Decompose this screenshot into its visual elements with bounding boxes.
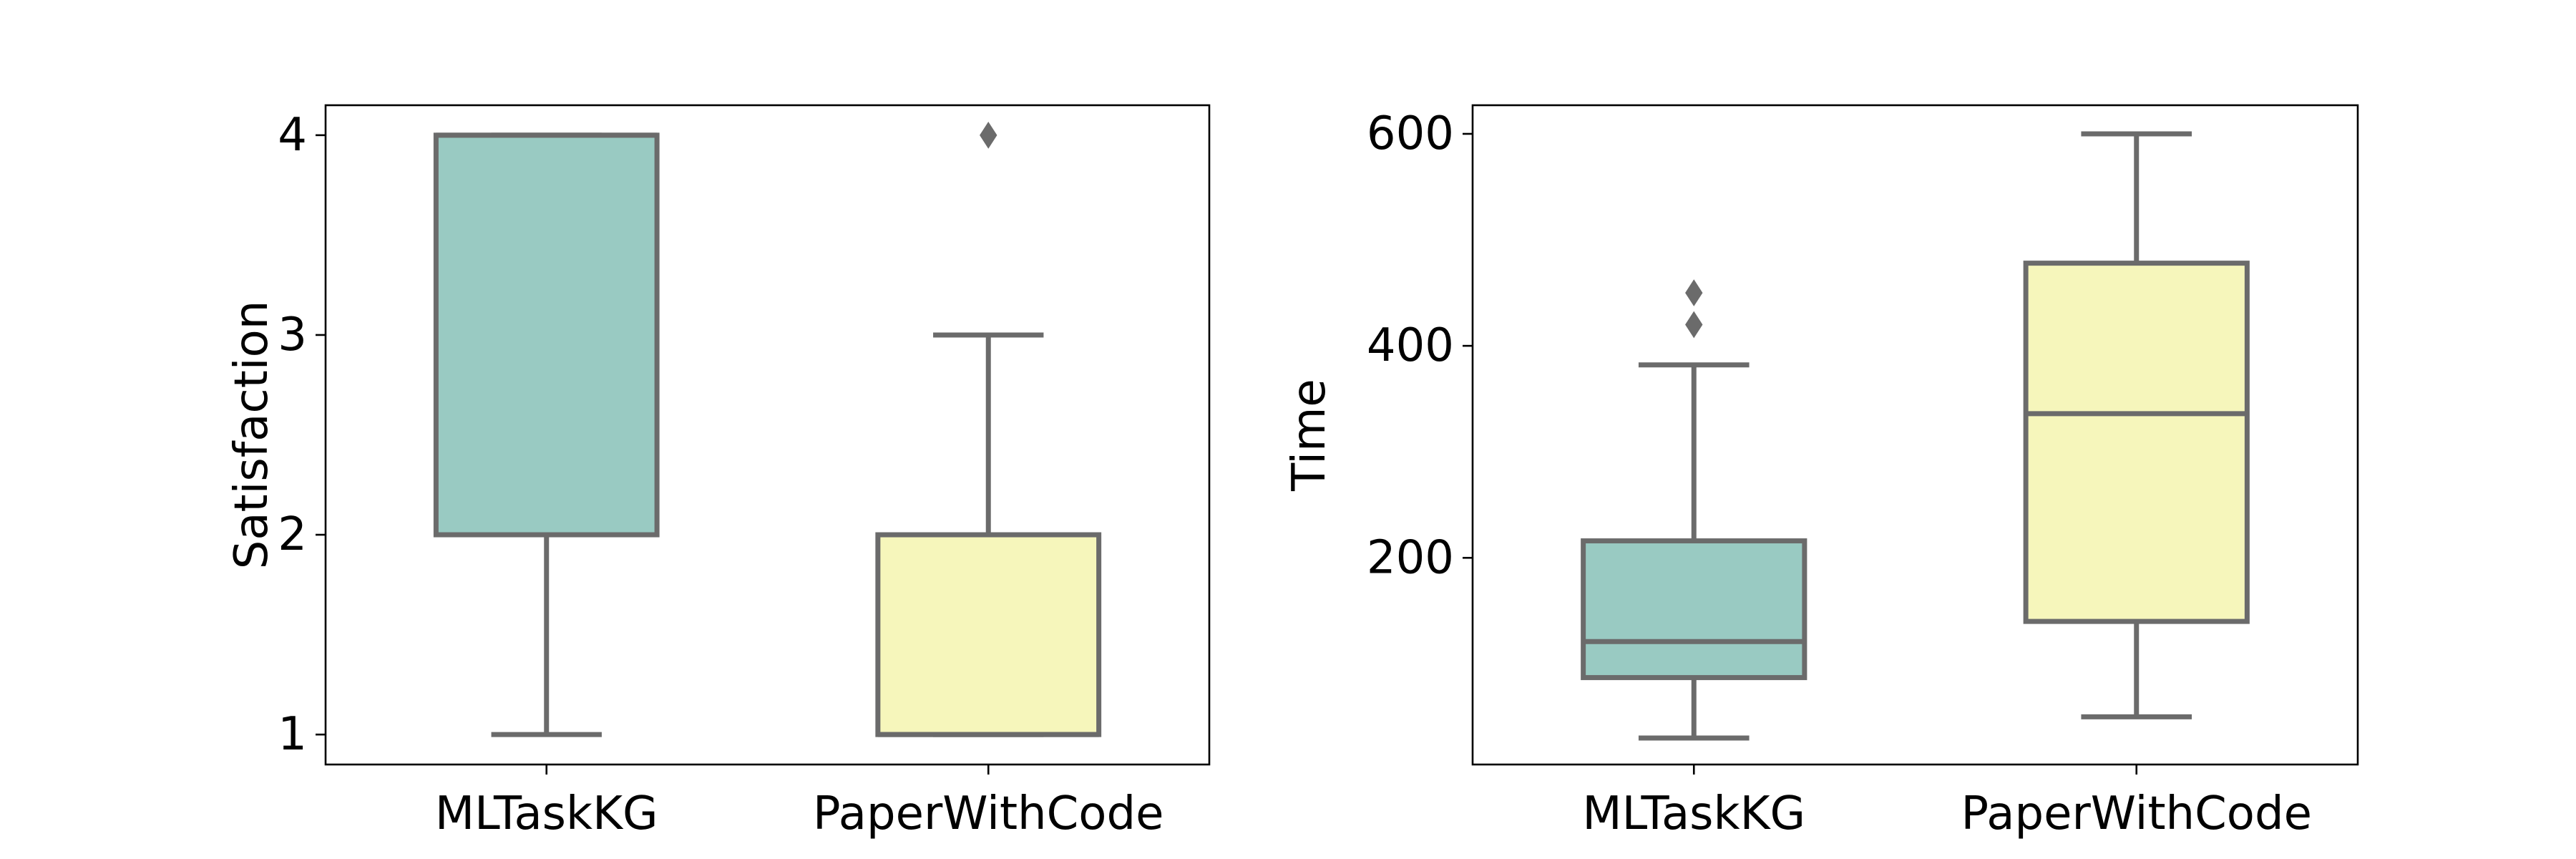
- y-axis-label: Satisfaction: [225, 301, 278, 570]
- axes-frame: [324, 104, 1211, 766]
- box-iqr: [433, 132, 660, 538]
- box-paperwithcode: [2023, 131, 2250, 719]
- outlier-point: [1685, 311, 1703, 339]
- box-iqr: [1581, 538, 1807, 681]
- box-mltaskkg: [433, 132, 660, 737]
- box-iqr: [875, 532, 1102, 737]
- y-tick-label: 600: [1367, 107, 1454, 160]
- y-tick-label: 3: [278, 309, 307, 361]
- box-paperwithcode: [875, 122, 1102, 737]
- x-tick-label: PaperWithCode: [1961, 787, 2312, 840]
- satisfaction-panel: 1 2 3 4 MLTaskKG PaperWithCode Satisfaction: [225, 104, 1211, 840]
- box-iqr: [2023, 261, 2250, 624]
- y-tick-label: 200: [1367, 531, 1454, 584]
- y-axis-label: Time: [1283, 379, 1336, 492]
- x-tick-label: MLTaskKG: [435, 787, 658, 840]
- outlier-point: [1685, 279, 1703, 306]
- y-tick-label: 2: [278, 508, 307, 561]
- time-panel: 200 400 600 MLTaskKG PaperWithCode Time: [1283, 104, 2359, 840]
- y-tick-label: 1: [278, 708, 307, 761]
- axes-frame: [1471, 104, 2359, 766]
- x-tick-label: PaperWithCode: [813, 787, 1163, 840]
- y-tick-label: 4: [278, 109, 307, 162]
- y-tick-label: 400: [1367, 319, 1454, 372]
- box-mltaskkg: [1581, 279, 1807, 741]
- x-tick-label: MLTaskKG: [1582, 787, 1805, 840]
- outlier-point: [980, 122, 997, 149]
